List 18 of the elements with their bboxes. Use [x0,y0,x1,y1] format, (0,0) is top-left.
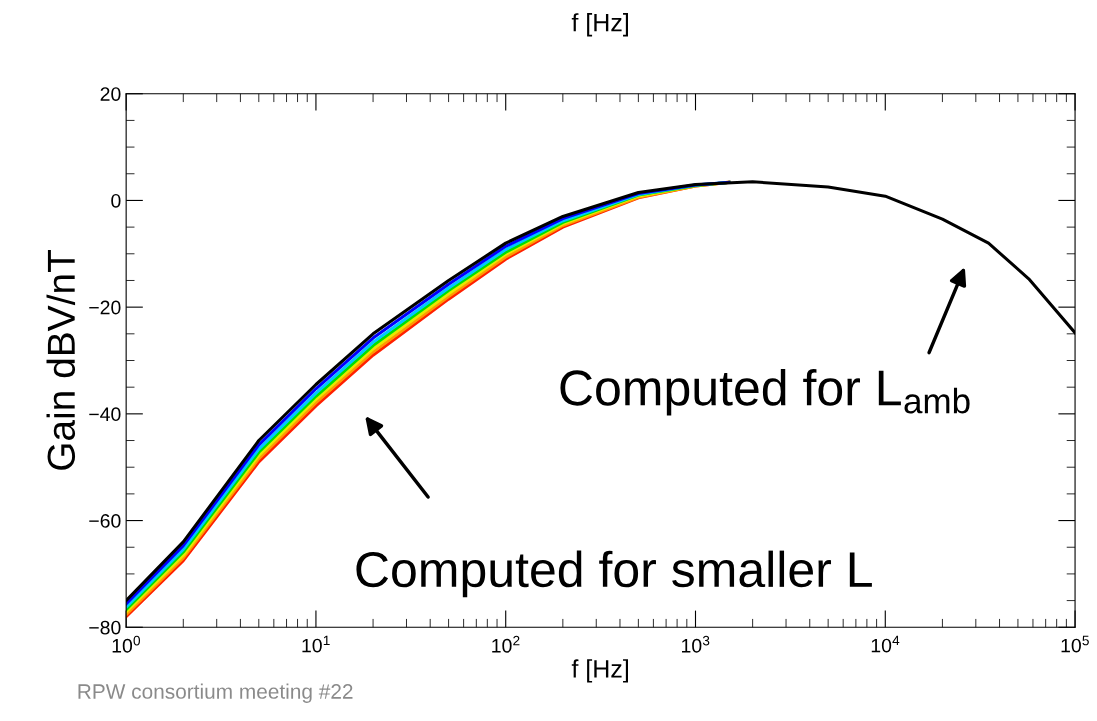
x-tick-label: 10$^{4}$ [871,635,900,653]
x-tick-label: 10$^{5}$ [1061,635,1089,653]
annotation: Computed for smaller L [356,550,872,598]
x-tick-label: 10$^{3}$ [682,635,710,653]
x-tick-label: 10$^{0}$ [112,635,141,653]
x-axis-title: f [Hz] [571,659,628,683]
x-tick-label: 10$^{2}$ [492,635,520,653]
x-tick-label: 10$^{1}$ [302,635,330,653]
annotation: Computed for L$_{amb}$ [560,369,970,416]
y-axis-title: Gain dBV/nT [46,250,76,470]
y-tick-label: 0 [111,193,121,208]
y-tick-label: 20 [100,87,121,101]
y-tick-label: −20 [89,300,121,315]
text: RPW consortium meeting #22 [78,683,353,703]
y-tick-label: −60 [89,514,121,528]
chart-title: f [Hz] [571,13,628,37]
y-tick-label: −40 [89,407,121,422]
y-tick-label: −80 [89,620,121,635]
